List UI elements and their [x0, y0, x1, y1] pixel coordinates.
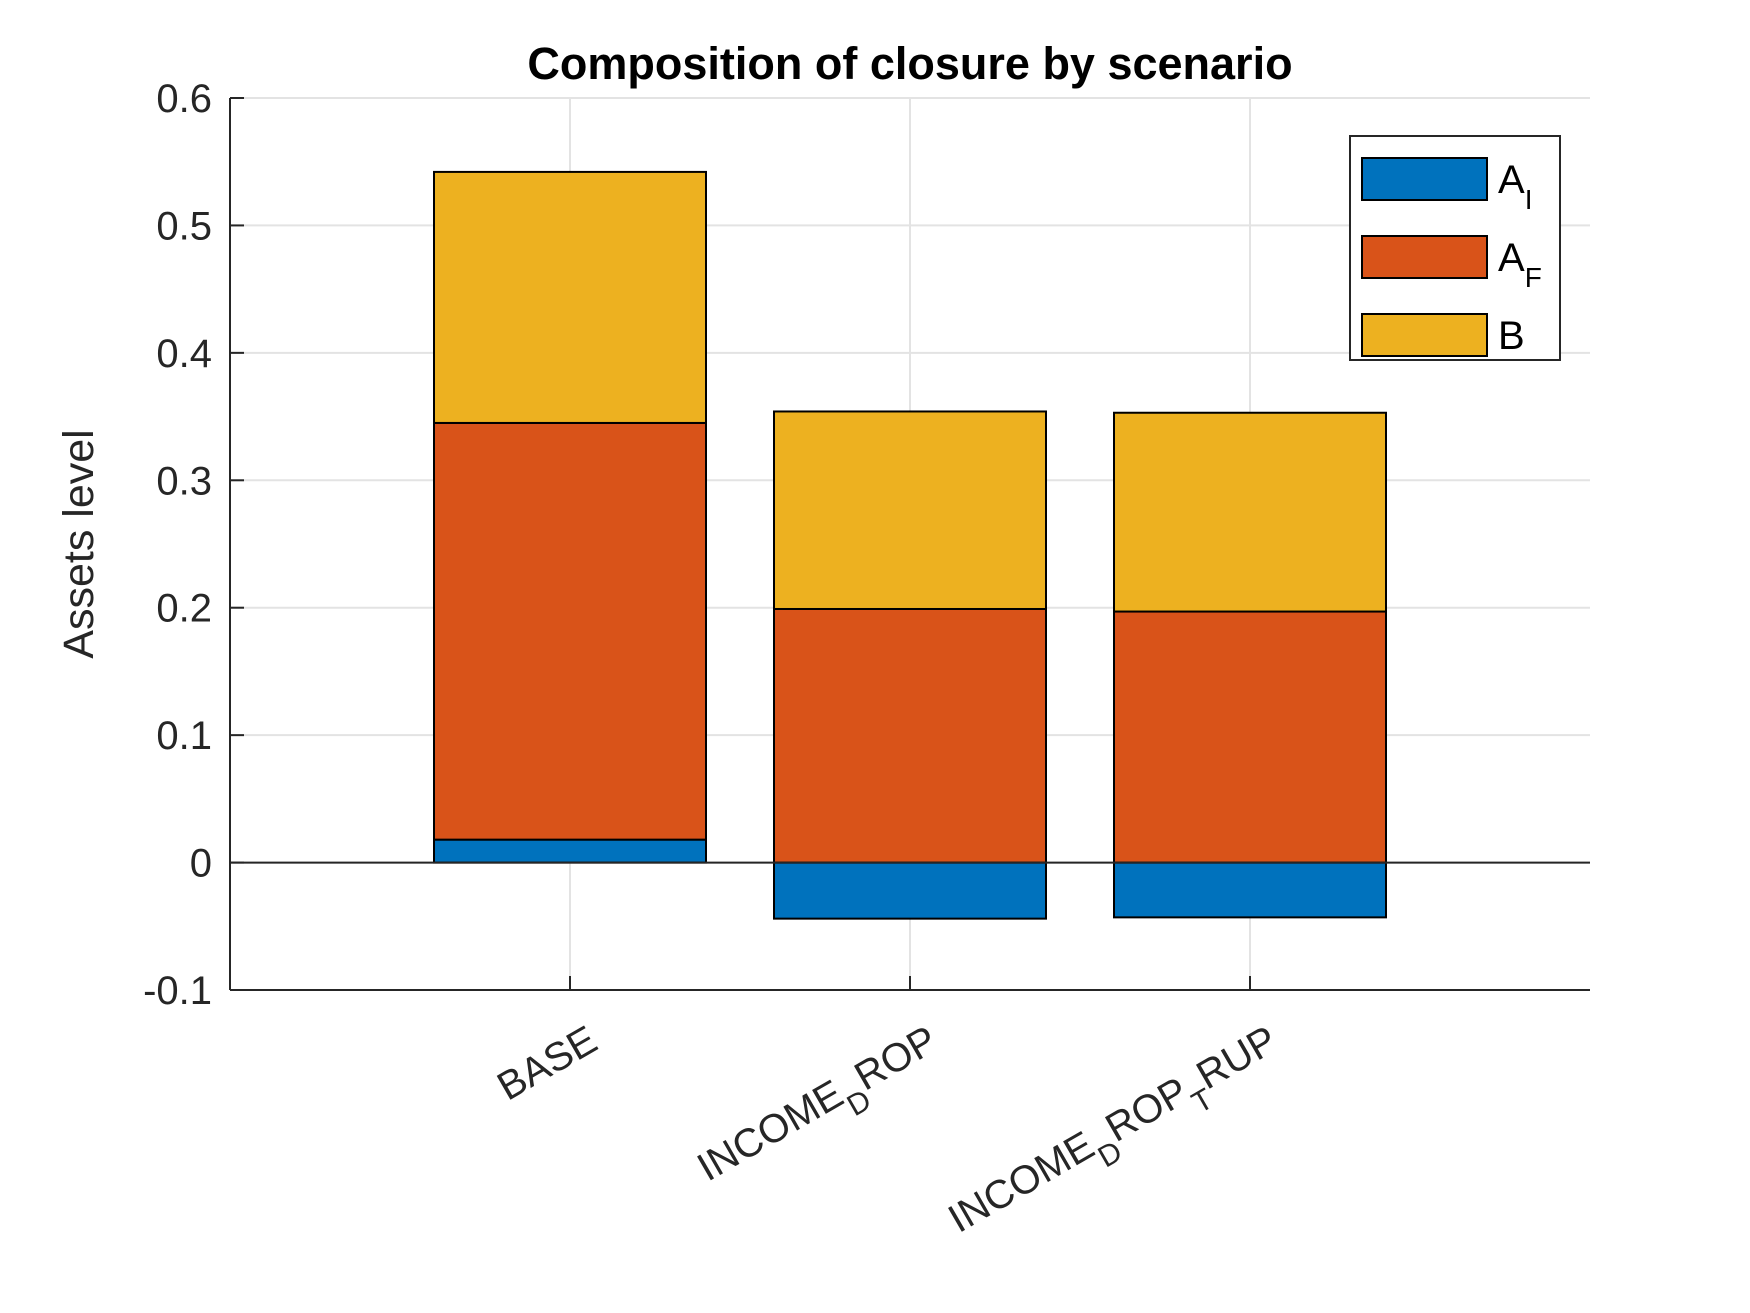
bar-segment: [1114, 612, 1386, 863]
y-tick-label: 0.2: [156, 587, 212, 631]
legend-entry-label: B: [1498, 314, 1525, 358]
y-tick-label: 0.4: [156, 332, 212, 376]
chart-title: Composition of closure by scenario: [527, 38, 1292, 89]
y-tick-label: 0.5: [156, 204, 212, 248]
y-tick-label: -0.1: [143, 969, 212, 1013]
x-tick-label: BASE: [490, 1018, 604, 1109]
y-tick-label: 0: [190, 842, 212, 886]
legend-swatch: [1362, 314, 1487, 356]
bar-segment: [774, 609, 1046, 863]
legend-swatch: [1362, 158, 1487, 200]
bar-segment: [434, 172, 706, 423]
bar-segment: [434, 423, 706, 840]
y-tick-label: 0.3: [156, 459, 212, 503]
legend-swatch: [1362, 236, 1487, 278]
bar-segment: [774, 411, 1046, 609]
y-tick-label: 0.1: [156, 714, 212, 758]
bar-segment: [1114, 413, 1386, 612]
y-tick-label: 0.6: [156, 77, 212, 121]
y-axis-label: Assets level: [55, 429, 103, 658]
bar-segment: [774, 863, 1046, 919]
x-tick-label: INCOMEDROPTRUP: [941, 1018, 1292, 1254]
bar-segment: [434, 840, 706, 863]
x-tick-label: INCOMEDROP: [690, 1018, 952, 1203]
bar-segment: [1114, 863, 1386, 918]
